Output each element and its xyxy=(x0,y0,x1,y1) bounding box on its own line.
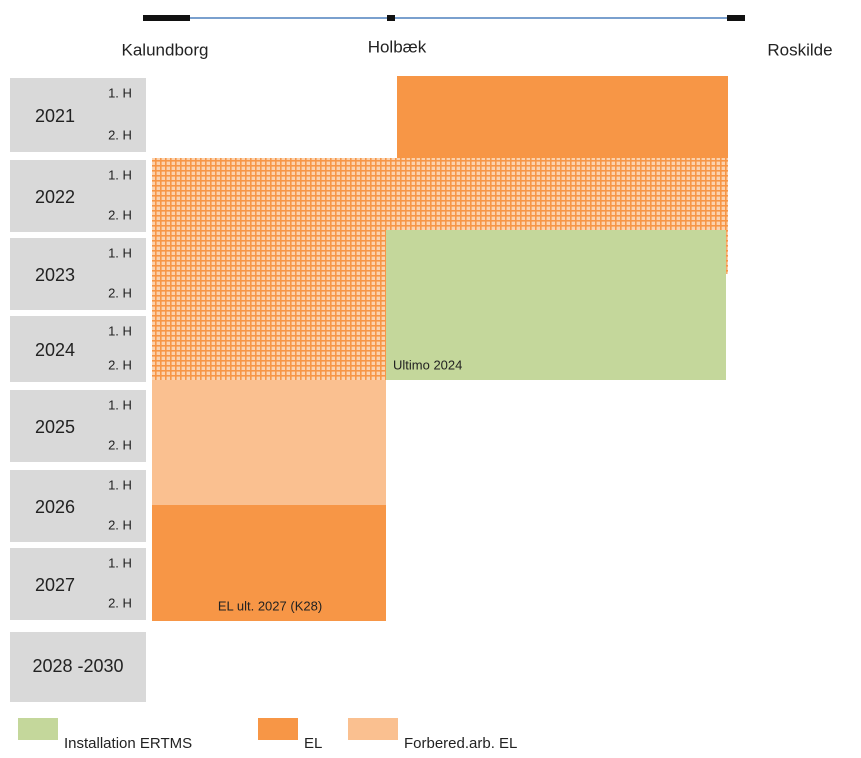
half-label: 2. H xyxy=(108,437,132,452)
half-label: 1. H xyxy=(108,397,132,412)
half-label: 2. H xyxy=(108,517,132,532)
half-label: 1. H xyxy=(108,245,132,260)
half-label: 1. H xyxy=(108,323,132,338)
block-label: EL ult. 2027 (K28) xyxy=(218,598,322,613)
year-box xyxy=(10,160,146,232)
legend-label: Installation ERTMS xyxy=(64,735,192,752)
half-label: 2. H xyxy=(108,207,132,222)
ertms-block xyxy=(386,230,726,380)
year-column: 2021 1. H 2. H 2022 1. H 2. H 2023 1. H 2. H 2024… xyxy=(10,78,146,702)
year-label: 2027 xyxy=(35,575,75,595)
legend-swatch xyxy=(18,718,58,740)
el-block xyxy=(152,505,386,621)
station-label: Holbæk xyxy=(368,37,427,56)
year-label: 2022 xyxy=(35,187,75,207)
route-line xyxy=(143,15,745,21)
station-label: Roskilde xyxy=(767,40,832,59)
year-box xyxy=(10,316,146,382)
el-block xyxy=(397,76,728,159)
year-label: 2023 xyxy=(35,265,75,285)
half-label: 1. H xyxy=(108,167,132,182)
year-box xyxy=(10,78,146,152)
half-label: 1. H xyxy=(108,85,132,100)
year-label: 2026 xyxy=(35,497,75,517)
half-label: 2. H xyxy=(108,285,132,300)
year-box xyxy=(10,470,146,542)
half-label: 1. H xyxy=(108,555,132,570)
legend-swatch xyxy=(258,718,298,740)
year-label: 2024 xyxy=(35,340,75,360)
half-label: 2. H xyxy=(108,357,132,372)
year-box xyxy=(10,632,146,702)
year-box xyxy=(10,548,146,620)
year-box xyxy=(10,390,146,462)
year-label: 2028 -2030 xyxy=(32,656,123,676)
block-label: Ultimo 2024 xyxy=(393,357,462,372)
year-box xyxy=(10,238,146,310)
year-label: 2021 xyxy=(35,106,75,126)
year-label: 2025 xyxy=(35,417,75,437)
legend-label: EL xyxy=(304,735,322,752)
legend-label: Forbered.arb. EL xyxy=(404,735,517,752)
half-label: 2. H xyxy=(108,127,132,142)
half-label: 1. H xyxy=(108,477,132,492)
station-label: Kalundborg xyxy=(122,40,209,59)
half-label: 2. H xyxy=(108,595,132,610)
hatched-block xyxy=(152,158,728,380)
prep-block xyxy=(152,380,386,505)
legend-swatch xyxy=(348,718,398,740)
